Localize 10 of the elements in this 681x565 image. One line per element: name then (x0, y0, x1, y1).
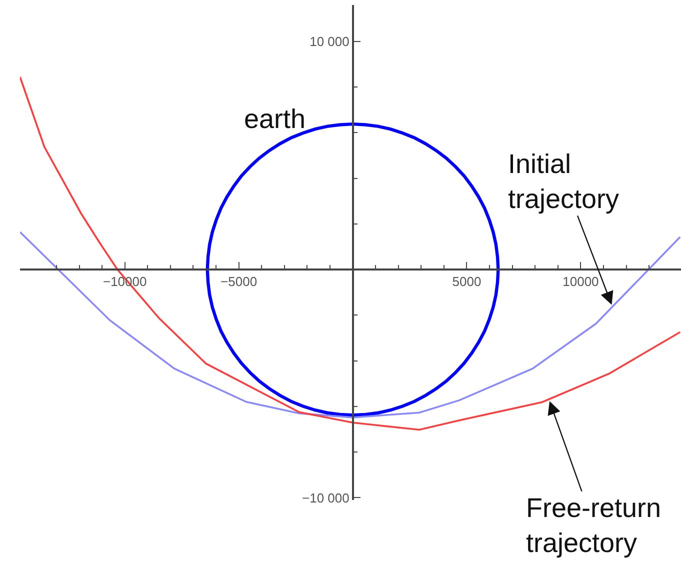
x-tick-label: 5000 (452, 274, 482, 290)
x-tick-label: 10000 (562, 274, 599, 290)
x-tick-label: −5000 (220, 274, 258, 290)
series-label: earth (244, 104, 306, 134)
y-tick-label: 10 000 (310, 34, 350, 50)
line-series (20, 231, 681, 418)
y-tick-label: −10 000 (302, 490, 350, 506)
line-series (20, 76, 681, 431)
text: Initial trajectory (508, 149, 620, 214)
text: Free-return trajectory (526, 493, 662, 558)
